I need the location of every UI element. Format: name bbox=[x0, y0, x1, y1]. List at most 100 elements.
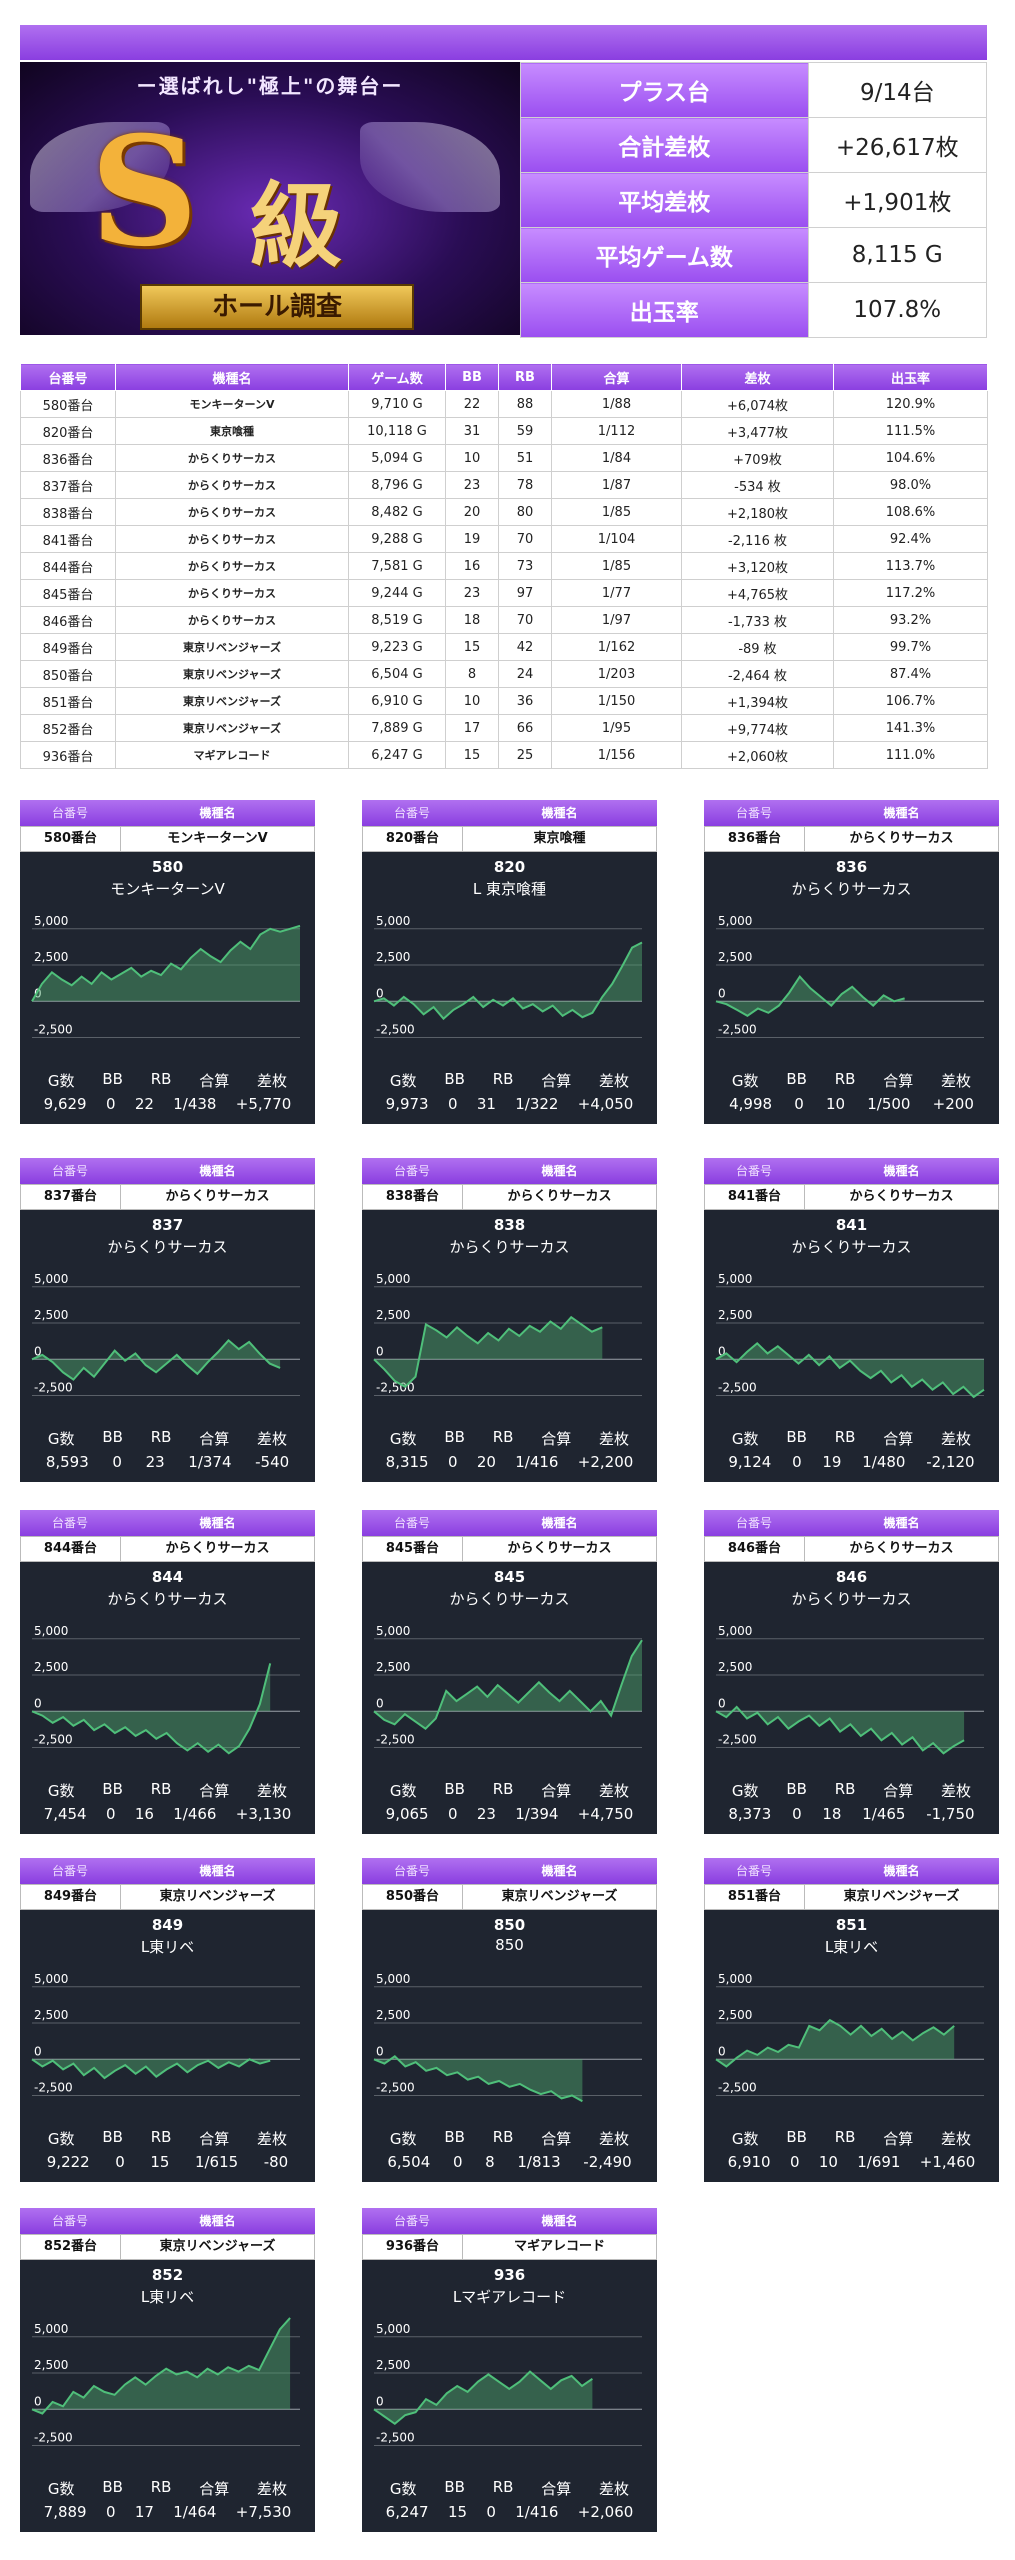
table-cell-model: からくりサーカス bbox=[115, 498, 349, 526]
series-area bbox=[374, 2371, 593, 2424]
summary-value: 9/14台 bbox=[807, 62, 988, 118]
y-tick-label: -2,500 bbox=[34, 1733, 73, 1747]
card-stats: G数 BB RB 合算 差枚 6,910 0 10 1/691 +1,460 bbox=[704, 2128, 999, 2171]
table-cell-diff: +4,765枚 bbox=[681, 579, 834, 607]
card-header: 台番号 機種名 bbox=[362, 1510, 657, 1536]
y-tick-label: 2,500 bbox=[718, 2008, 752, 2022]
card-model-name: からくりサーカス bbox=[462, 1537, 656, 1561]
card-machine-no: 820番台 bbox=[363, 827, 463, 851]
table-cell-no: 844番台 bbox=[20, 552, 116, 580]
table-row: 844番台 からくりサーカス 7,581 G 16 73 1/85 +3,120枚 113.7… bbox=[20, 552, 988, 580]
summary-table: プラス台 9/14台 合計差枚 +26,617枚 平均差枚 +1,901枚 平均ゲーム… bbox=[520, 62, 988, 338]
card-header-no-label: 台番号 bbox=[20, 1510, 120, 1536]
chart-machine-number: 820 bbox=[493, 858, 526, 876]
card-header-no-label: 台番号 bbox=[20, 2208, 120, 2234]
stat-label-combo: 合算 bbox=[199, 2480, 230, 2498]
chart-title: からくりサーカス bbox=[449, 1590, 570, 1608]
stat-value-diff: +4,750 bbox=[577, 1805, 634, 1823]
stat-value-diff: -80 bbox=[263, 2153, 289, 2171]
table-cell-bb: 10 bbox=[445, 687, 499, 715]
chart-svg: 5,000 2,500 0 -2,500 bbox=[31, 1272, 300, 1396]
chart-svg: 5,000 2,500 0 -2,500 bbox=[715, 1972, 984, 2096]
table-cell-rb: 70 bbox=[498, 525, 552, 553]
table-row: 837番台 からくりサーカス 8,796 G 23 78 1/87 -534 枚 98.0% bbox=[20, 471, 988, 499]
series-line bbox=[373, 941, 643, 1021]
card-header: 台番号 機種名 bbox=[704, 1510, 999, 1536]
machine-card: 台番号 機種名 580番台 モンキーターンV 5,000 2,500 0 -2,500… bbox=[20, 800, 315, 1124]
series-line bbox=[715, 974, 905, 1017]
card-stats: G数 BB RB 合算 差枚 6,504 0 8 1/813 -2,490 bbox=[362, 2128, 657, 2171]
summary-value: +26,617枚 bbox=[807, 117, 988, 173]
y-tick-label: 5,000 bbox=[34, 1272, 68, 1286]
table-cell-rate: 106.7% bbox=[833, 687, 988, 715]
table-cell-rb: 36 bbox=[498, 687, 552, 715]
stats-value-row: 6,910 0 10 1/691 +1,460 bbox=[704, 2153, 999, 2171]
table-cell-rb: 51 bbox=[498, 444, 552, 472]
table-cell-games: 9,710 G bbox=[348, 390, 446, 418]
table-cell-bb: 16 bbox=[445, 552, 499, 580]
card-machine-no: 836番台 bbox=[705, 827, 805, 851]
chart-svg: 5,000 2,500 0 -2,500 bbox=[31, 1972, 300, 2096]
table-cell-diff: +1,394枚 bbox=[681, 687, 834, 715]
stats-label-row: G数 BB RB 合算 差枚 bbox=[704, 1780, 999, 1801]
y-tick-label: 0 bbox=[376, 2394, 384, 2408]
stat-label-bb: BB bbox=[786, 1070, 807, 1088]
table-row: 836番台 からくりサーカス 5,094 G 10 51 1/84 +709枚 104.6% bbox=[20, 444, 988, 472]
top-banner-bar bbox=[20, 25, 987, 60]
y-tick-label: 5,000 bbox=[34, 1972, 68, 1986]
card-model-name: からくりサーカス bbox=[804, 827, 998, 851]
slump-chart: 5,000 2,500 0 -2,500 844 からくりサーカス G数 BB RB … bbox=[20, 1562, 315, 1834]
stat-value-g: 6,504 bbox=[387, 2153, 431, 2171]
stats-value-row: 8,373 0 18 1/465 -1,750 bbox=[704, 1805, 999, 1823]
summary-value: 8,115 G bbox=[807, 227, 988, 283]
chart-machine-number: 850 bbox=[493, 1916, 526, 1934]
table-cell-combo: 1/77 bbox=[551, 579, 682, 607]
stat-value-bb: 15 bbox=[447, 2503, 468, 2521]
stat-label-combo: 合算 bbox=[199, 1430, 230, 1448]
y-tick-label: 0 bbox=[718, 986, 726, 1000]
chart-title: Lマギアレコード bbox=[452, 2288, 567, 2306]
chart-machine-number: 845 bbox=[493, 1568, 526, 1586]
stat-label-g: G数 bbox=[731, 2130, 759, 2148]
stat-label-rb: RB bbox=[834, 1780, 856, 1798]
table-cell-games: 7,581 G bbox=[348, 552, 446, 580]
table-cell-bb: 22 bbox=[445, 390, 499, 418]
table-cell-bb: 23 bbox=[445, 579, 499, 607]
series-line bbox=[715, 1705, 965, 1755]
chart-title: からくりサーカス bbox=[107, 1590, 228, 1608]
stat-label-diff: 差枚 bbox=[599, 1430, 630, 1448]
chart-title: からくりサーカス bbox=[791, 1590, 912, 1608]
table-header-cell: 台番号 bbox=[20, 363, 116, 391]
y-tick-label: 2,500 bbox=[376, 1308, 410, 1322]
machine-card: 台番号 機種名 845番台 からくりサーカス 5,000 2,500 0 -2,500… bbox=[362, 1510, 657, 1834]
table-cell-rate: 92.4% bbox=[833, 525, 988, 553]
table-cell-rate: 98.0% bbox=[833, 471, 988, 499]
table-cell-diff: -89 枚 bbox=[681, 633, 834, 661]
chart-title: モンキーターンV bbox=[110, 880, 225, 898]
card-header-model-label: 機種名 bbox=[462, 2208, 657, 2234]
summary-value: 107.8% bbox=[807, 282, 988, 338]
card-model-name: 東京リベンジャーズ bbox=[462, 1885, 656, 1909]
table-cell-diff: +3,120枚 bbox=[681, 552, 834, 580]
table-cell-combo: 1/203 bbox=[551, 660, 682, 688]
stat-label-bb: BB bbox=[786, 1428, 807, 1446]
series-line bbox=[373, 1315, 603, 1389]
table-row: 820番台 東京喰種 10,118 G 31 59 1/112 +3,477枚 111.5% bbox=[20, 417, 988, 445]
stat-label-bb: BB bbox=[102, 2128, 123, 2146]
table-cell-diff: +3,477枚 bbox=[681, 417, 834, 445]
y-tick-label: 5,000 bbox=[718, 1624, 752, 1638]
stat-value-rb: 20 bbox=[476, 1453, 496, 1471]
card-header-model-label: 機種名 bbox=[804, 1158, 999, 1184]
card-machine-no: 837番台 bbox=[21, 1185, 121, 1209]
table-cell-bb: 15 bbox=[445, 741, 499, 769]
stat-label-combo: 合算 bbox=[883, 2130, 914, 2148]
card-model-name: マギアレコード bbox=[462, 2235, 656, 2259]
table-cell-rb: 59 bbox=[498, 417, 552, 445]
table-cell-diff: -2,464 枚 bbox=[681, 660, 834, 688]
card-header-no-label: 台番号 bbox=[362, 1158, 462, 1184]
y-tick-label: 5,000 bbox=[376, 1972, 410, 1986]
y-tick-label: 0 bbox=[34, 2044, 42, 2058]
table-cell-games: 5,094 G bbox=[348, 444, 446, 472]
card-model-name: 東京リベンジャーズ bbox=[804, 1885, 998, 1909]
card-stats: G数 BB RB 合算 差枚 9,065 0 23 1/394 +4,750 bbox=[362, 1780, 657, 1823]
